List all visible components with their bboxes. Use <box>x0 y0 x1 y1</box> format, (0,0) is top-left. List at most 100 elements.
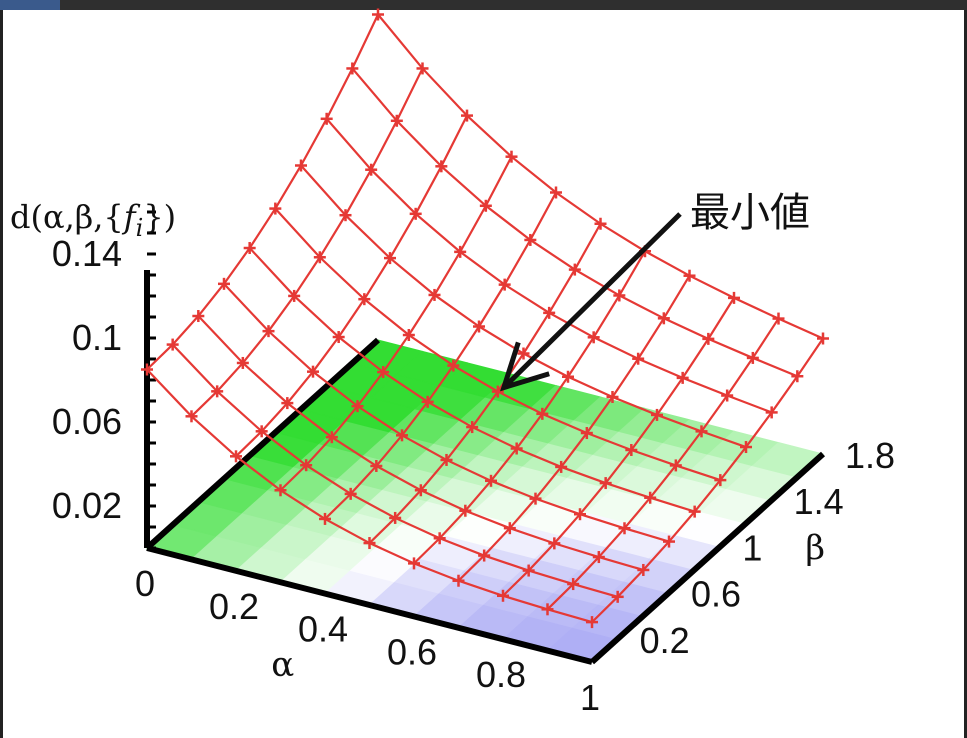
surface-point <box>524 233 537 246</box>
surface-point <box>688 505 701 518</box>
surface-point <box>728 291 740 304</box>
surface-point <box>440 453 453 466</box>
surface-point <box>651 408 663 421</box>
surface-point <box>402 329 415 342</box>
surface-point <box>669 459 682 472</box>
surface-point <box>288 289 301 302</box>
surface-point <box>447 359 460 372</box>
surface-point <box>428 288 441 301</box>
surface-point <box>269 202 282 215</box>
surface-point <box>365 163 378 176</box>
surface-point <box>625 443 638 456</box>
surface-point <box>632 352 645 365</box>
surface-point <box>454 245 467 258</box>
surface-point <box>435 160 448 173</box>
surface-point <box>695 425 708 438</box>
surface-point <box>497 589 509 602</box>
z-tick-label: 0.14 <box>52 233 122 274</box>
surface-line-alpha <box>235 115 468 458</box>
surface-line-alpha <box>546 317 780 611</box>
surface-point <box>637 563 650 576</box>
surface-point <box>491 385 504 398</box>
surface-line-alpha <box>279 156 513 492</box>
surface-point <box>479 199 492 212</box>
surface-point <box>594 217 607 230</box>
surface-point <box>562 370 574 383</box>
surface-point <box>485 474 497 487</box>
surface-point <box>230 450 242 463</box>
surface-point <box>567 578 580 591</box>
surface-point <box>358 293 371 306</box>
surface-point <box>676 371 689 384</box>
surface-point <box>452 574 465 587</box>
top-border-accent <box>0 0 60 10</box>
surface-point <box>543 306 556 319</box>
x-tick-label: 0 <box>135 563 155 604</box>
surface-point <box>416 62 429 75</box>
surface-point <box>300 459 313 472</box>
surface-line-alpha <box>413 250 646 565</box>
z-axis-label: d(α,β,{fi}) <box>10 198 176 242</box>
surface-point <box>370 459 383 472</box>
surface-point <box>262 325 275 338</box>
y-tick-label: 1.8 <box>845 435 895 476</box>
surface-point <box>548 537 561 550</box>
surface-point <box>295 159 307 172</box>
y-tick-label: 1 <box>742 527 762 568</box>
surface-point <box>791 370 804 383</box>
surface-line-alpha <box>502 297 735 597</box>
surface-point <box>541 603 554 616</box>
surface-point <box>377 366 390 379</box>
surface-point <box>363 537 376 550</box>
surface-point <box>461 109 473 122</box>
surface-point <box>166 338 179 351</box>
surface-point <box>313 251 326 264</box>
surface-point <box>466 421 479 434</box>
surface-point <box>702 332 715 345</box>
surface-point <box>740 441 752 454</box>
x-tick-label: 1 <box>580 677 600 718</box>
surface-point <box>389 511 402 524</box>
surface-point <box>574 508 586 521</box>
surface-point <box>408 557 420 570</box>
minimum-annotation: 最小値 <box>499 190 810 392</box>
surface-point <box>663 535 675 548</box>
surface-point <box>192 310 205 323</box>
surface-point <box>613 289 626 302</box>
surface-point <box>817 332 829 345</box>
surface-point <box>657 312 670 325</box>
surface-point <box>498 278 511 291</box>
right-border <box>964 10 967 738</box>
surface-point <box>765 406 778 419</box>
surface-point <box>550 186 562 199</box>
y-axis-label: β <box>805 528 825 568</box>
surface-point <box>459 504 472 517</box>
y-tick-label: 0.6 <box>691 574 741 615</box>
alpha-axis-line <box>146 545 593 665</box>
surface-point <box>344 487 357 500</box>
y-tick-label: 1.4 <box>794 481 844 522</box>
surface-line-alpha <box>457 275 691 582</box>
x-axis-label: α <box>271 645 294 685</box>
surface-point <box>320 112 333 125</box>
surface-point <box>325 431 338 444</box>
surface-line-alpha <box>324 191 557 520</box>
surface-point <box>218 277 230 290</box>
surface-point <box>580 427 593 440</box>
surface-point <box>555 460 568 473</box>
surface-line-alpha <box>190 67 424 418</box>
x-tick-label: 0.2 <box>209 586 259 627</box>
x-tick-label: 0.6 <box>387 631 437 672</box>
surface-point <box>503 522 516 535</box>
z-tick-label: 0.1 <box>72 317 122 358</box>
surface-point <box>644 491 657 504</box>
surface-point <box>211 385 224 398</box>
surface-point <box>714 474 727 487</box>
beta-axis-line <box>589 451 826 665</box>
surface-point <box>721 389 734 402</box>
surface-point <box>536 407 549 420</box>
surface-point <box>522 564 535 577</box>
surface-line-alpha <box>591 337 824 623</box>
surface-point <box>339 209 352 222</box>
